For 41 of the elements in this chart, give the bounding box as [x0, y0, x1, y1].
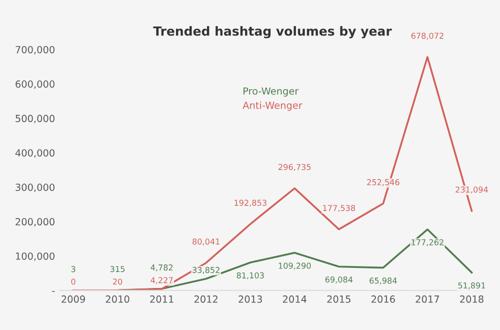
y-tick-label: 400,000	[15, 149, 54, 158]
data-label: 20	[113, 278, 122, 285]
data-label: 3	[71, 266, 76, 272]
data-label: 69,084	[325, 276, 353, 284]
data-label: 252,546	[367, 179, 400, 186]
data-label: 33,852	[192, 266, 220, 274]
x-tick-label: 2009	[62, 295, 85, 303]
y-tick-label: 700,000	[16, 46, 54, 54]
x-tick-label: 2012	[194, 295, 218, 303]
data-label: 192,853	[234, 200, 266, 207]
y-tick-label: 100,000	[16, 252, 54, 261]
data-label: 231,094	[456, 186, 488, 194]
data-label: 4,227	[150, 277, 173, 284]
data-label: 678,072	[411, 32, 444, 40]
x-tick-label: 2017	[416, 295, 439, 303]
data-label: 65,984	[370, 278, 397, 284]
text: Anti-Wenger	[242, 101, 302, 111]
y-tick-label: 300,000	[16, 184, 54, 192]
x-tick-label: 2016	[372, 295, 395, 303]
y-tick-label: -	[52, 291, 55, 292]
y-tick-label: 200,000	[16, 218, 54, 226]
x-tick-label: 2015	[327, 295, 350, 303]
data-label: 4,782	[150, 264, 173, 272]
x-tick-label: 2014	[282, 295, 306, 303]
data-label: 81,103	[236, 272, 264, 280]
data-label: 80,041	[192, 238, 220, 246]
data-label: 0	[71, 278, 76, 285]
data-label: 51,891	[458, 282, 486, 290]
data-label: 296,735	[278, 164, 311, 171]
text: Pro-Wenger	[244, 87, 299, 97]
data-label: 315	[110, 266, 125, 272]
data-label: 109,290	[278, 262, 311, 270]
chart-title: Trended hashtag volumes by year	[153, 26, 392, 38]
x-tick-label: 2013	[238, 295, 262, 303]
y-tick-label: 600,000	[16, 80, 54, 89]
data-label: 177,262	[412, 239, 444, 246]
x-tick-label: 2011	[150, 295, 174, 303]
y-tick-label: 500,000	[16, 114, 54, 124]
x-tick-label: 2010	[106, 295, 130, 303]
data-label: 177,538	[323, 204, 356, 212]
x-tick-label: 2018	[460, 295, 484, 303]
